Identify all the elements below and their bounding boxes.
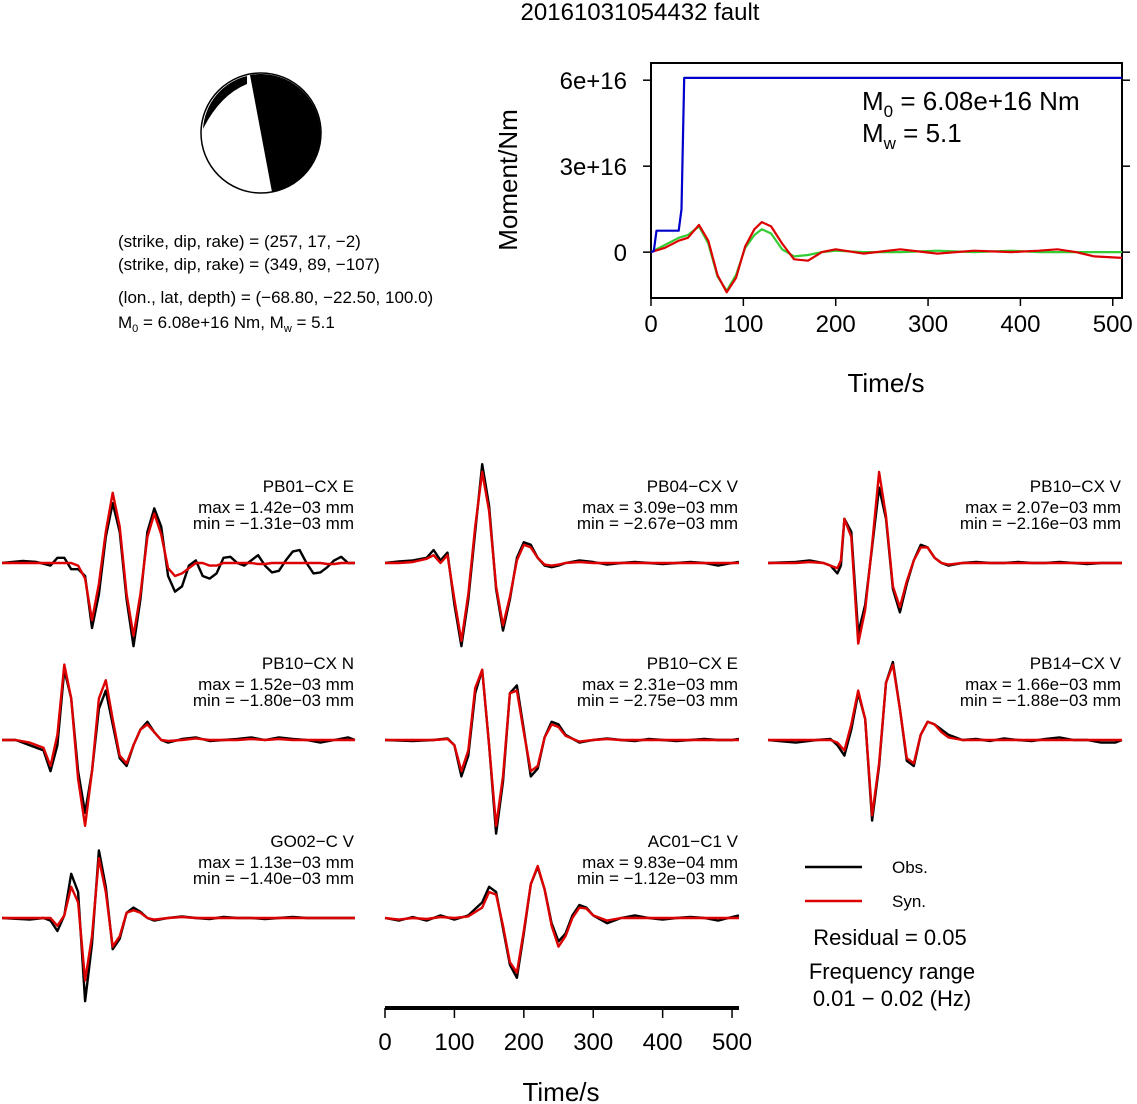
moment-xtick-label: 100 — [723, 311, 763, 338]
moment-lines — [650, 76, 1123, 294]
trace-max: max = 2.31e−03 mm — [582, 675, 738, 694]
trace-min: min = −2.75e−03 mm — [577, 691, 738, 710]
trace-max: max = 1.52e−03 mm — [198, 675, 354, 694]
moment-xtick-label: 500 — [1093, 311, 1133, 338]
legend-obs-label: Obs. — [892, 858, 928, 877]
synthetic-waveform — [768, 663, 1122, 817]
frequency-range-label: Frequency range — [809, 959, 975, 984]
station-label: PB14−CX V — [1030, 654, 1122, 673]
trace-min: min = −1.88e−03 mm — [960, 691, 1121, 710]
station-label: GO02−C V — [270, 832, 354, 851]
waveform-xtick-label: 300 — [573, 1029, 613, 1056]
trace-max: max = 1.13e−03 mm — [198, 853, 354, 872]
station-label: AC01−C1 V — [648, 832, 739, 851]
station-label: PB01−CX E — [263, 477, 354, 496]
trace-max: max = 1.66e−03 mm — [965, 675, 1121, 694]
waveform-xlabel: Time/s — [522, 1077, 599, 1104]
moment-xtick-label: 300 — [908, 311, 948, 338]
trace-min: min = −1.80e−03 mm — [193, 691, 354, 710]
residual-label: Residual = 0.05 — [813, 925, 967, 950]
beachball-compressional-sliver — [203, 76, 247, 129]
moment-xtick-label: 0 — [644, 311, 657, 338]
trace-max: max = 2.07e−03 mm — [965, 498, 1121, 517]
moment-series-line — [650, 221, 1123, 294]
synthetic-waveform — [2, 857, 355, 982]
synthetic-waveform — [2, 491, 355, 637]
beachball-compressional-quadrant — [250, 73, 321, 192]
moment-annotation-m0: M0 = 6.08e+16 Nm — [862, 86, 1080, 121]
moment-xlabel: Time/s — [847, 368, 924, 398]
moment-axes: 0 100 200 300 400 500 0 3e+16 6e+16 — [560, 68, 1133, 338]
legend-syn-label: Syn. — [892, 892, 926, 911]
magnitude-line: M0 = 6.08e+16 Nm, Mw = 5.1 — [118, 313, 335, 335]
waveform-xtick-label: 200 — [504, 1029, 544, 1056]
waveform-xtick-label: 100 — [434, 1029, 474, 1056]
synthetic-waveform — [384, 864, 739, 974]
hypocenter: (lon., lat, depth) = (−68.80, −22.50, 10… — [118, 288, 433, 307]
source-parameters: (strike, dip, rake) = (257, 17, −2) (str… — [118, 232, 433, 335]
trace-min: min = −2.16e−03 mm — [960, 514, 1121, 533]
station-label: PB10−CX E — [647, 654, 738, 673]
synthetic-waveform — [2, 663, 355, 827]
synthetic-waveform — [385, 470, 739, 643]
trace-min: min = −2.67e−03 mm — [577, 514, 738, 533]
trace-max: max = 9.83e−04 mm — [582, 853, 738, 872]
station-label: PB10−CX N — [262, 654, 354, 673]
trace-min: min = −1.40e−03 mm — [193, 869, 354, 888]
figure-title: 20161031054432 fault — [521, 0, 760, 26]
moment-ytick-label: 6e+16 — [560, 68, 627, 95]
station-label: PB10−CX V — [1030, 477, 1122, 496]
moment-ytick-label: 3e+16 — [560, 154, 627, 181]
nodal-plane-1: (strike, dip, rake) = (257, 17, −2) — [118, 232, 361, 251]
moment-plot: 0 100 200 300 400 500 0 3e+16 6e+16 Moment/Nm Ti… — [493, 62, 1133, 398]
station-label: PB04−CX V — [647, 477, 739, 496]
waveform-xtick-label: 500 — [712, 1029, 752, 1056]
trace-min: min = −1.31e−03 mm — [193, 514, 354, 533]
synthetic-waveform — [768, 470, 1122, 645]
moment-xtick-label: 400 — [1000, 311, 1040, 338]
trace-min: min = −1.12e−03 mm — [577, 869, 738, 888]
moment-annotation-mw: Mw = 5.1 — [862, 118, 962, 153]
moment-series-line — [650, 76, 1122, 254]
legend: Obs. Syn. Residual = 0.05 Frequency rang… — [805, 858, 975, 1011]
synthetic-waveform — [385, 668, 739, 827]
waveform-xtick-label: 0 — [378, 1029, 391, 1056]
moment-ytick-label: 0 — [614, 240, 627, 267]
moment-xtick-label: 200 — [816, 311, 856, 338]
trace-max: max = 1.42e−03 mm — [198, 498, 354, 517]
trace-max: max = 3.09e−03 mm — [582, 498, 738, 517]
beachball — [200, 72, 322, 194]
waveform-xtick-label: 400 — [643, 1029, 683, 1056]
frequency-range-value: 0.01 − 0.02 (Hz) — [813, 986, 971, 1011]
moment-plot-frame — [650, 62, 1123, 299]
nodal-plane-2: (strike, dip, rake) = (349, 89, −107) — [118, 255, 380, 274]
moment-ylabel: Moment/Nm — [493, 109, 523, 251]
waveform-time-axis: 0 100 200 300 400 500 — [378, 1006, 752, 1056]
